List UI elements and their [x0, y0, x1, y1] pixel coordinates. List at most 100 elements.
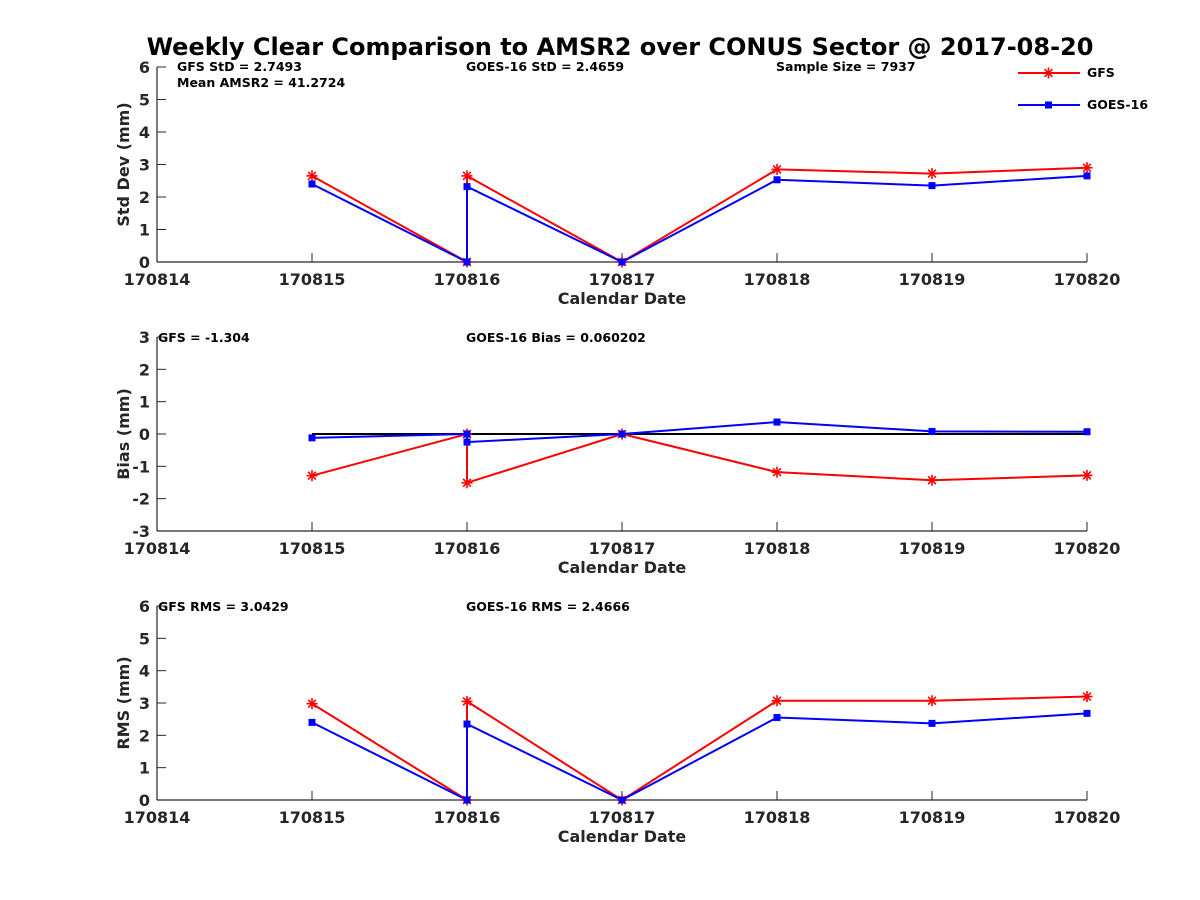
series-line-gfs: [311, 695, 1088, 802]
x-tick-label: 170815: [279, 539, 346, 558]
series-line-goes16: [311, 174, 1088, 264]
x-tick-label: 170818: [744, 539, 811, 558]
x-axis-label: Calendar Date: [558, 289, 687, 308]
annotation-mean-amsr2: Mean AMSR2 = 41.2724: [177, 75, 345, 90]
data-point-gfs: [771, 163, 783, 175]
y-axis-label: Std Dev (mm): [114, 102, 133, 226]
y-tick-label: 2: [139, 360, 150, 379]
y-tick-label: 2: [139, 188, 150, 207]
figure-title: Weekly Clear Comparison to AMSR2 over CO…: [147, 33, 1094, 61]
x-tick-label: 170814: [124, 808, 191, 827]
data-point-goes16: [928, 719, 936, 727]
data-point-goes16: [618, 430, 626, 438]
data-point-gfs: [926, 168, 938, 180]
x-tick-label: 170817: [589, 539, 656, 558]
annotation-gfs-rms: GFS RMS = 3.0429: [158, 599, 289, 614]
data-point-goes16: [928, 182, 936, 190]
x-tick-label: 170816: [434, 808, 501, 827]
panel-bias: GFS = -1.304 GOES-16 Bias = 0.060202 -3 -…: [114, 328, 1120, 577]
data-point-goes16: [1083, 172, 1091, 180]
y-tick-label: 1: [139, 759, 150, 778]
x-tick-label: 170815: [279, 270, 346, 289]
y-tick-label: 2: [139, 726, 150, 745]
data-point-gfs: [1081, 162, 1093, 174]
y-tick-label: 0: [139, 253, 150, 272]
series-line-gfs: [311, 432, 1088, 485]
data-point-gfs: [461, 695, 473, 707]
y-tick-label: 0: [139, 791, 150, 810]
y-tick-label: 4: [139, 662, 150, 681]
data-point-gfs: [461, 477, 473, 489]
x-tick-label: 170820: [1054, 808, 1121, 827]
annotation-sample-size: Sample Size = 7937: [776, 59, 916, 74]
panel-rms: GFS RMS = 3.0429 GOES-16 RMS = 2.4666 01…: [114, 597, 1120, 846]
y-tick-label: 5: [139, 629, 150, 648]
y-tick-label: 4: [139, 123, 150, 142]
y-axis-label: Bias (mm): [114, 388, 133, 480]
data-point-gfs: [461, 170, 473, 182]
legend-gfs-label: GFS: [1087, 65, 1115, 80]
data-point-goes16: [618, 258, 626, 266]
data-point-gfs: [1081, 469, 1093, 481]
x-tick-label: 170816: [434, 539, 501, 558]
data-point-goes16: [773, 418, 781, 426]
data-point-goes16: [463, 438, 471, 446]
x-tick-label: 170815: [279, 808, 346, 827]
x-tick-label: 170814: [124, 270, 191, 289]
y-tick-label: 6: [139, 58, 150, 77]
y-tick-label: 3: [139, 156, 150, 175]
x-tick-label: 170819: [899, 808, 966, 827]
annotation-goes16-std: GOES-16 StD = 2.4659: [466, 59, 624, 74]
y-tick-label: -2: [132, 490, 150, 509]
x-tick-label: 170818: [744, 808, 811, 827]
annotation-goes16-bias: GOES-16 Bias = 0.060202: [466, 330, 646, 345]
y-axis-label: RMS (mm): [114, 656, 133, 749]
x-tick-label: 170817: [589, 270, 656, 289]
annotation-gfs-std: GFS StD = 2.7493: [177, 59, 302, 74]
annotation-goes16-rms: GOES-16 RMS = 2.4666: [466, 599, 630, 614]
series-line-goes16: [311, 712, 1088, 802]
legend: GFS GOES-16: [1018, 65, 1148, 112]
data-point-gfs: [306, 170, 318, 182]
data-point-gfs: [771, 695, 783, 707]
y-tick-label: 3: [139, 328, 150, 347]
data-point-goes16: [463, 183, 471, 191]
x-tick-label: 170817: [589, 808, 656, 827]
x-tick-label: 170820: [1054, 270, 1121, 289]
data-point-goes16: [773, 176, 781, 184]
data-point-gfs: [1081, 691, 1093, 703]
data-point-gfs: [926, 695, 938, 707]
data-point-goes16: [618, 796, 626, 804]
y-tick-label: 5: [139, 91, 150, 110]
data-point-goes16: [463, 258, 471, 266]
data-point-goes16: [463, 720, 471, 728]
data-point-goes16: [773, 714, 781, 722]
legend-gfs-marker: [1043, 67, 1054, 79]
data-point-goes16: [1083, 709, 1091, 717]
panel-std-dev: GFS StD = 2.7493 Mean AMSR2 = 41.2724 GO…: [114, 58, 1120, 308]
data-point-goes16: [463, 796, 471, 804]
x-tick-label: 170816: [434, 270, 501, 289]
series-line-goes16: [311, 421, 1088, 444]
y-tick-label: 6: [139, 597, 150, 616]
x-tick-label: 170819: [899, 539, 966, 558]
data-point-goes16: [308, 434, 316, 442]
series-line-gfs: [311, 166, 1088, 264]
data-point-goes16: [928, 427, 936, 435]
legend-gfs-asterisk: [1043, 67, 1054, 79]
x-tick-label: 170818: [744, 270, 811, 289]
data-point-goes16: [308, 718, 316, 726]
x-tick-label: 170820: [1054, 539, 1121, 558]
y-tick-label: -1: [132, 457, 150, 476]
y-tick-label: -3: [132, 522, 150, 541]
x-axis-label: Calendar Date: [558, 827, 687, 846]
data-point-gfs: [771, 466, 783, 478]
data-point-gfs: [306, 470, 318, 482]
x-tick-label: 170814: [124, 539, 191, 558]
x-tick-label: 170819: [899, 270, 966, 289]
x-axis-label: Calendar Date: [558, 558, 687, 577]
y-tick-label: 0: [139, 425, 150, 444]
data-point-goes16: [463, 430, 471, 438]
annotation-gfs-bias: GFS = -1.304: [158, 330, 250, 345]
